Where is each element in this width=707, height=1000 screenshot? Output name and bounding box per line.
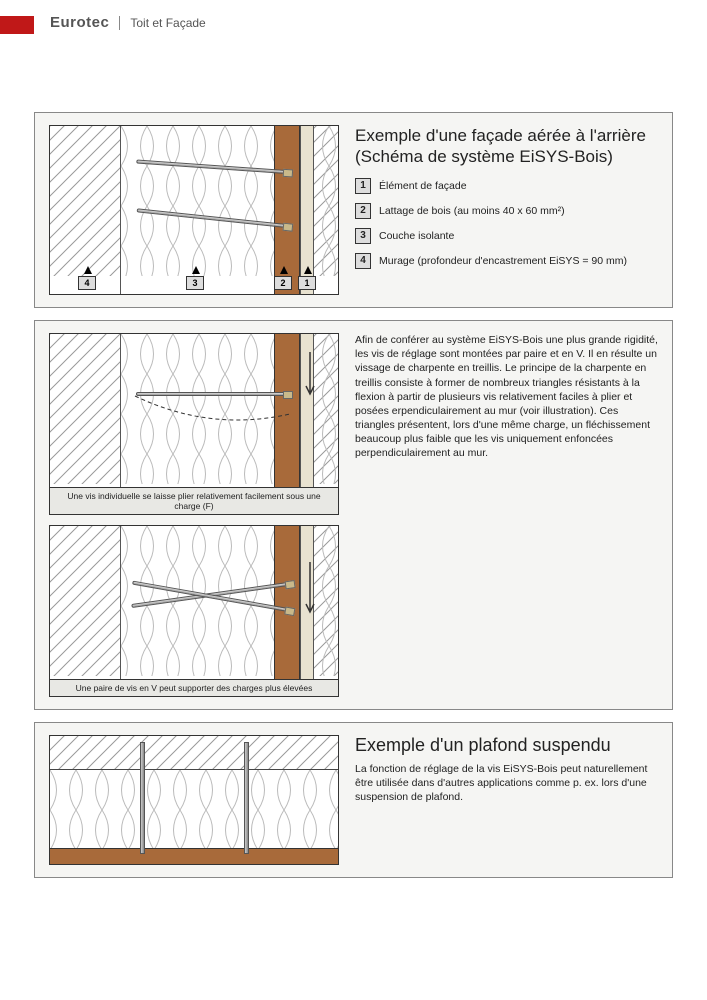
- ceiling-slab: [50, 736, 338, 770]
- title-line-2: (Schéma de système EiSYS-Bois): [355, 147, 613, 166]
- panel-screw-behavior: Une vis individuelle se laisse plier rel…: [34, 320, 673, 710]
- legend-number: 2: [355, 203, 371, 219]
- legend-item: 3 Couche isolante: [355, 228, 658, 244]
- arrow-icon: [192, 266, 200, 274]
- callout-4: 4: [78, 276, 96, 290]
- legend-number: 4: [355, 253, 371, 269]
- diagram-container: 4 3 2 1: [49, 125, 339, 295]
- legend-label: Couche isolante: [379, 230, 454, 242]
- single-screw-diagram: [49, 333, 339, 488]
- diagram-caption: Une paire de vis en V peut supporter des…: [49, 680, 339, 697]
- slab-hatch-icon: [50, 736, 338, 769]
- layer-wall: [50, 526, 120, 679]
- legend-number: 3: [355, 228, 371, 244]
- callout-3: 3: [186, 276, 204, 290]
- brand-accent: [0, 16, 34, 34]
- body-paragraph: Afin de conférer au système EiSYS-Bois u…: [355, 333, 658, 461]
- panel-text: Exemple d'un plafond suspendu La fonctio…: [355, 735, 658, 865]
- layer-wall: [50, 334, 120, 487]
- panel-text: Afin de conférer au système EiSYS-Bois u…: [355, 333, 658, 697]
- screw-icon: [244, 742, 249, 854]
- insulation-hatch-icon: [50, 770, 338, 848]
- diagram-stack: Une vis individuelle se laisse plier rel…: [49, 333, 339, 697]
- ceiling-insulation: [50, 770, 338, 848]
- section-name: Toit et Façade: [130, 16, 205, 30]
- screw-icon: [140, 742, 145, 854]
- body-paragraph: La fonction de réglage de la vis EiSYS-B…: [355, 762, 658, 805]
- arrow-icon: [304, 266, 312, 274]
- arrow-icon: [84, 266, 92, 274]
- header-divider: [119, 16, 120, 30]
- ceiling-wood: [50, 848, 338, 864]
- v-pair-diagram: [49, 525, 339, 680]
- legend-item: 4 Murage (profondeur d'encastrement EiSY…: [355, 253, 658, 269]
- page-header: Eurotec Toit et Façade: [50, 14, 206, 31]
- diagram-caption: Une vis individuelle se laisse plier rel…: [49, 488, 339, 515]
- legend-item: 2 Lattage de bois (au moins 40 x 60 mm²): [355, 203, 658, 219]
- deflection-curve-icon: [130, 392, 300, 442]
- brand-name: Eurotec: [50, 14, 109, 31]
- legend-number: 1: [355, 178, 371, 194]
- legend-label: Élément de façade: [379, 180, 467, 192]
- title-line-1: Exemple d'une façade aérée à l'arrière: [355, 126, 646, 145]
- diagram-container: [49, 735, 339, 865]
- legend-label: Lattage de bois (au moins 40 x 60 mm²): [379, 205, 565, 217]
- callout-1: 1: [298, 276, 316, 290]
- load-arrow-icon: [304, 352, 316, 402]
- layer-wood-batten: [274, 526, 300, 679]
- arrow-icon: [280, 266, 288, 274]
- load-arrow-icon: [304, 562, 316, 622]
- panel-ceiling-example: Exemple d'un plafond suspendu La fonctio…: [34, 722, 673, 878]
- legend-label: Murage (profondeur d'encastrement EiSYS …: [379, 255, 627, 267]
- facade-diagram: 4 3 2 1: [49, 125, 339, 295]
- page-content: 4 3 2 1 Exemple d'une façade aérée à l'a…: [34, 112, 673, 890]
- panel-text: Exemple d'une façade aérée à l'arrière (…: [355, 125, 658, 295]
- panel-title: Exemple d'un plafond suspendu: [355, 735, 658, 756]
- ceiling-diagram: [49, 735, 339, 865]
- panel-facade-example: 4 3 2 1 Exemple d'une façade aérée à l'a…: [34, 112, 673, 308]
- legend-item: 1 Élément de façade: [355, 178, 658, 194]
- callout-2: 2: [274, 276, 292, 290]
- panel-title: Exemple d'une façade aérée à l'arrière (…: [355, 125, 658, 168]
